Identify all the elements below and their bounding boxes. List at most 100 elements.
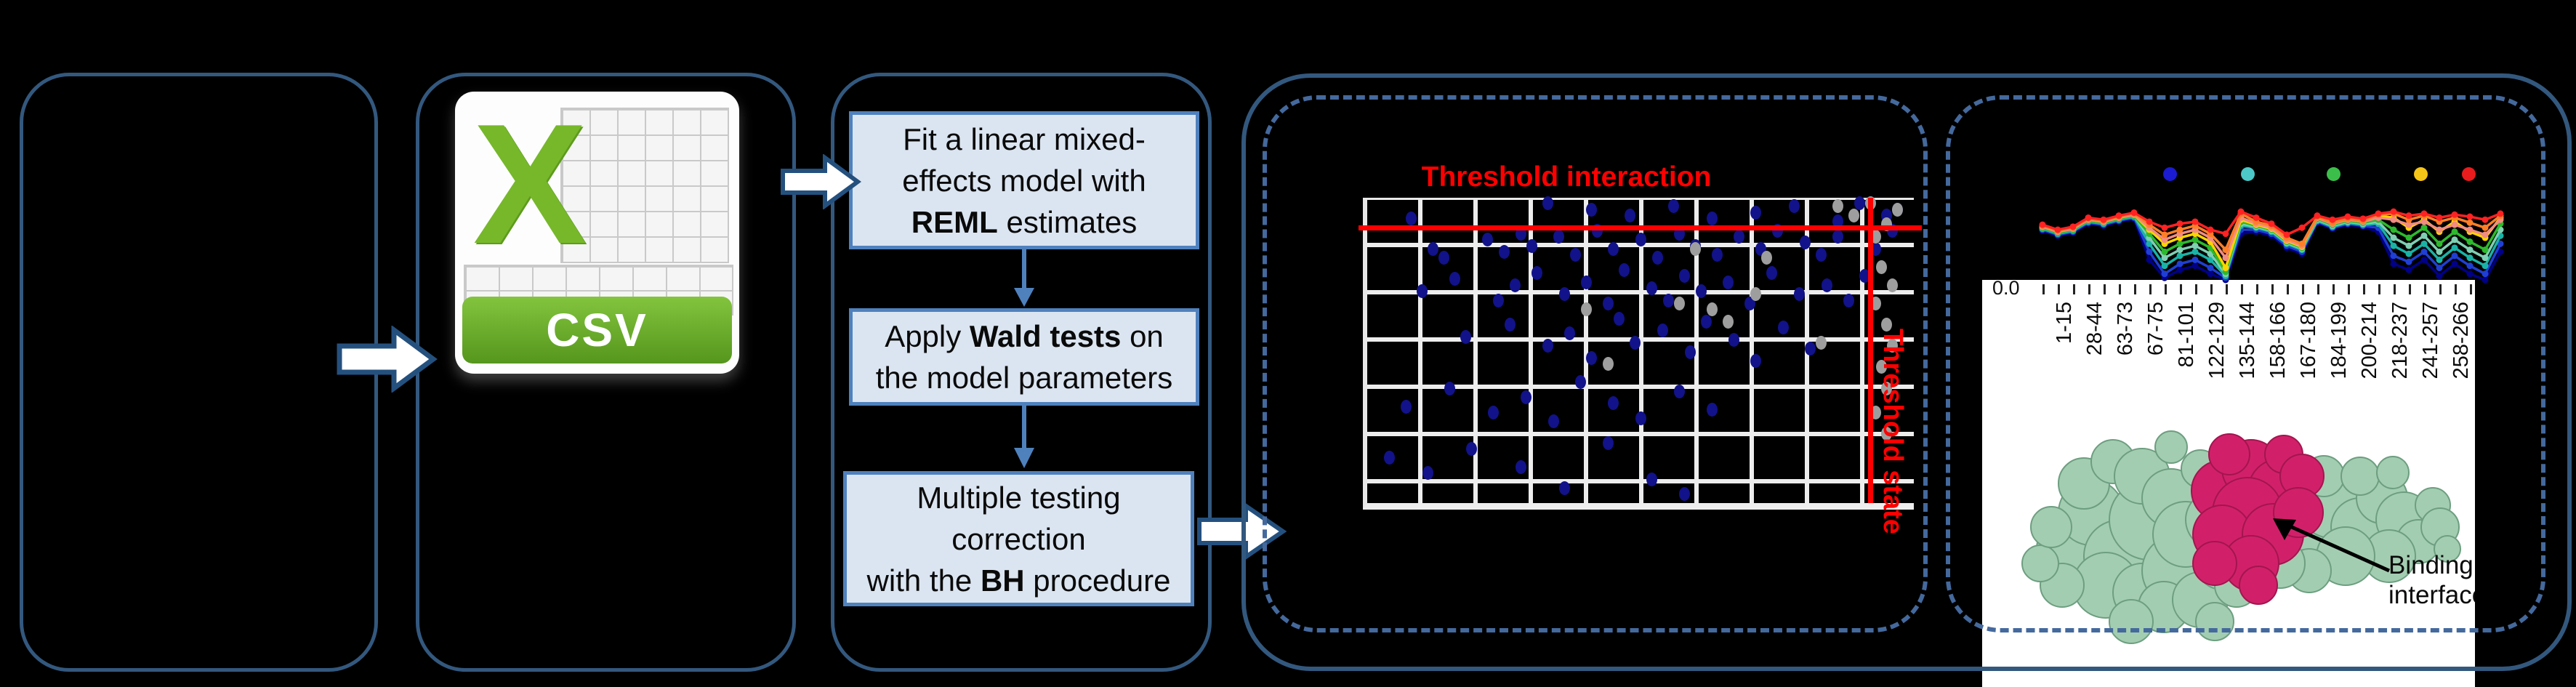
- x-axis-tick-label: 167-180: [2297, 302, 2320, 379]
- line-point-blue: [2451, 252, 2458, 260]
- x-axis-tick: [2104, 284, 2106, 294]
- line-point-red: [2298, 224, 2306, 231]
- scatter-point-blue: [1728, 332, 1739, 347]
- line-point-red: [2222, 230, 2229, 238]
- flow-box-wald-line2: the model parameters: [875, 361, 1173, 395]
- scatter-point-gray: [1723, 314, 1734, 329]
- legend-dot-4: [2462, 167, 2476, 181]
- x-axis-tick: [2165, 284, 2167, 294]
- line-point-seagreen: [2176, 246, 2183, 254]
- line-point-teal: [2405, 250, 2412, 257]
- scatter-point-gray: [1875, 360, 1887, 374]
- legend-dot-2: [2327, 167, 2340, 181]
- panel-statistics: [831, 73, 1212, 672]
- line-point-orange: [2466, 219, 2474, 226]
- line-point-navy: [2207, 270, 2214, 278]
- scatter-point-blue: [1608, 396, 1619, 411]
- scatter-point-blue: [1482, 233, 1494, 247]
- scatter-point-blue: [1400, 399, 1412, 414]
- line-point-orange: [2222, 246, 2229, 254]
- scatter-point-blue: [1515, 459, 1526, 474]
- scatter-point-blue: [1438, 251, 1450, 265]
- scatter-point-blue: [1602, 435, 1614, 450]
- x-axis-tick: [2424, 284, 2426, 294]
- line-point-red: [2054, 226, 2061, 233]
- line-point-navy: [2191, 262, 2199, 270]
- line-point-red: [2405, 212, 2412, 220]
- scatter-point-gray: [1870, 230, 1882, 244]
- protein-green-surface: [2376, 456, 2410, 489]
- scatter-point-blue: [1449, 272, 1461, 286]
- flow-box-wald-line1: Apply Wald tests on: [885, 319, 1164, 353]
- scatter-point-blue: [1521, 390, 1532, 405]
- x-axis-tick: [2134, 284, 2136, 294]
- x-axis-tick-label: 200-214: [2358, 302, 2381, 379]
- x-axis-tick-label: 28-44: [2083, 302, 2106, 356]
- protein-green-surface: [2021, 545, 2059, 582]
- line-point-salmon: [2420, 218, 2428, 225]
- line-point-orange: [2176, 226, 2183, 233]
- scatter-point-blue: [1750, 205, 1761, 220]
- legend-dot-0: [2163, 167, 2177, 181]
- scatter-point-blue: [1569, 248, 1581, 262]
- line-point-red: [2100, 216, 2107, 223]
- legend-dot-3: [2414, 167, 2428, 181]
- line-point-navy: [2436, 272, 2443, 279]
- scatter-point-blue: [1526, 238, 1537, 253]
- peptide-axis-panel: 0.0 1-15 28-44 63-73 67-75 81-101 122-129 135-…: [1982, 280, 2475, 687]
- line-point-blue: [2436, 264, 2443, 271]
- scatter-point-blue: [1646, 472, 1658, 486]
- x-axis-tick: [2058, 284, 2060, 294]
- scatter-point-gray: [1870, 405, 1882, 419]
- arrow-reml-to-wald: [1014, 247, 1034, 307]
- line-point-green: [2420, 224, 2428, 231]
- scatter-point-blue: [1657, 324, 1669, 338]
- line-point-seagreen: [2161, 254, 2168, 262]
- scatter-point-blue: [1734, 230, 1745, 244]
- scatter-point-blue: [1586, 202, 1598, 217]
- x-axis-tick: [2363, 284, 2365, 294]
- x-axis-tick: [2317, 284, 2319, 294]
- protein-green-surface: [2030, 506, 2072, 548]
- scatter-point-blue: [1701, 314, 1712, 329]
- scatter-point-blue: [1673, 384, 1685, 398]
- scatter-point-blue: [1635, 233, 1646, 247]
- x-axis-tick-label: 122-129: [2205, 302, 2229, 379]
- scatter-point-blue: [1575, 375, 1587, 390]
- line-point-salmon: [2405, 221, 2412, 228]
- scatter-point-blue: [1630, 335, 1641, 350]
- scatter-point-gray: [1886, 278, 1898, 292]
- scatter-point-blue: [1613, 311, 1625, 326]
- x-axis-tick: [2256, 284, 2258, 294]
- scatter-point-blue: [1586, 350, 1598, 365]
- panel-input-empty: [20, 73, 378, 672]
- line-point-blue: [2390, 252, 2397, 260]
- line-point-seagreen: [2390, 234, 2397, 241]
- line-point-red: [2482, 216, 2489, 223]
- line-point-red: [2466, 213, 2474, 220]
- x-axis-tick-label: 135-144: [2236, 302, 2259, 379]
- line-point-teal: [2390, 242, 2397, 249]
- scatter-point-gray: [1892, 202, 1904, 217]
- protein-green-surface: [2195, 602, 2234, 641]
- scatter-point-blue: [1504, 317, 1516, 332]
- protein-green-surface: [2434, 535, 2461, 563]
- scatter-point-blue: [1777, 321, 1789, 335]
- protein-green-surface: [2154, 430, 2188, 464]
- line-point-red: [2176, 220, 2183, 228]
- x-axis-tick: [2195, 284, 2197, 294]
- x-axis-tick: [2271, 284, 2274, 294]
- line-point-blue: [2466, 262, 2474, 270]
- line-point-navy: [2146, 256, 2153, 263]
- x-axis-tick: [2042, 284, 2045, 294]
- line-point-yellow: [2222, 264, 2229, 271]
- scatter-point-blue: [1723, 275, 1734, 289]
- scatter-point-gray: [1673, 296, 1685, 310]
- scatter-point-blue: [1558, 481, 1570, 496]
- scatter-point-blue: [1766, 266, 1778, 281]
- scatter-point-gray: [1690, 241, 1702, 256]
- scatter-point-blue: [1706, 402, 1718, 417]
- x-axis-tick-label: 241-257: [2419, 302, 2442, 379]
- excel-x-glyph: X: [472, 92, 587, 279]
